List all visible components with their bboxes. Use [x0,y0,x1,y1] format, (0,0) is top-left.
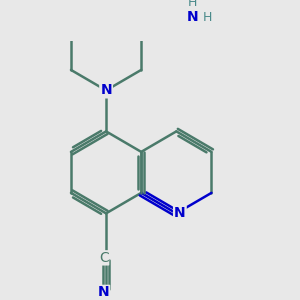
Text: H: H [202,11,212,24]
Text: N: N [174,206,186,220]
Text: H: H [188,0,197,9]
Text: N: N [98,285,109,299]
Polygon shape [34,11,71,35]
Text: N: N [100,83,112,98]
Polygon shape [141,11,178,35]
Text: N: N [187,10,198,24]
Text: C: C [99,251,109,265]
